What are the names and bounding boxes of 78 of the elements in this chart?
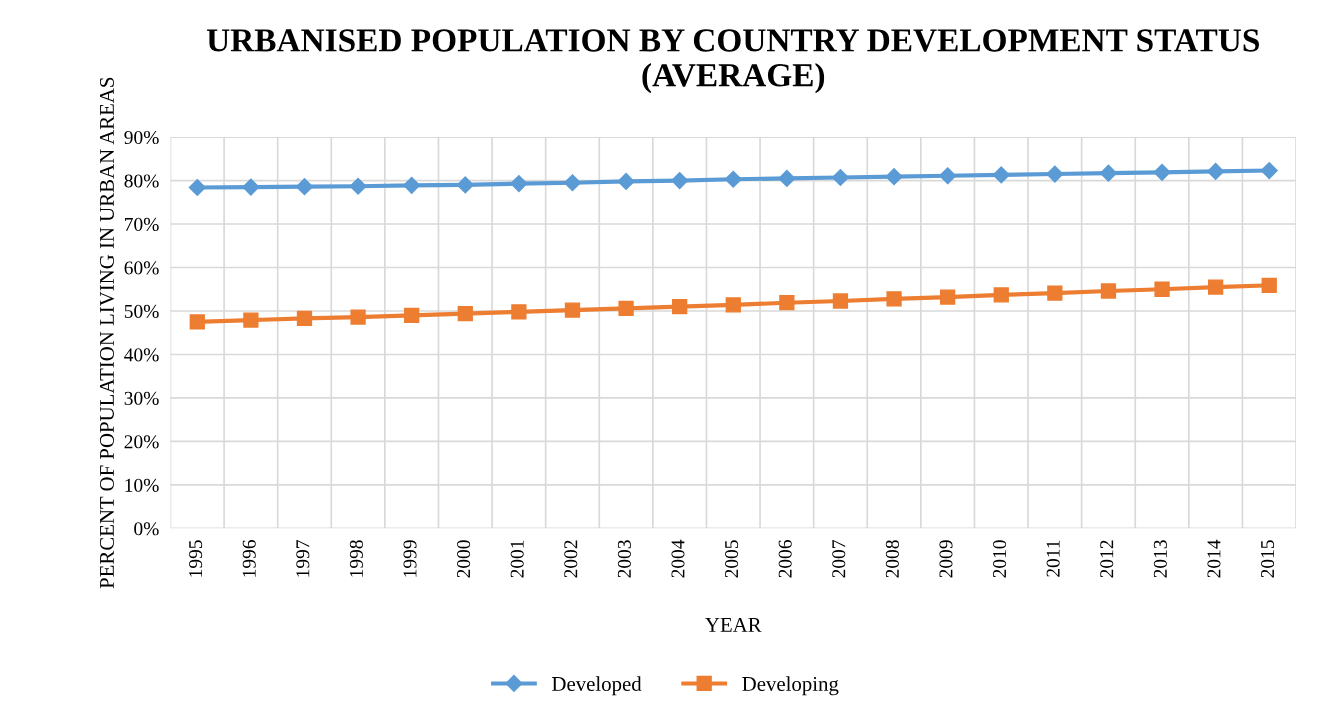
point <box>886 291 902 307</box>
point <box>778 169 796 187</box>
y-tick-label: 30% <box>124 391 159 405</box>
x-tick-label: 1995 <box>189 540 203 577</box>
chart-title: URBANISED POPULATION BY COUNTRY DEVELOPMENT STATUS (AVERAGE) <box>206 29 1259 94</box>
x-tick-label: 2000 <box>457 540 471 578</box>
point <box>1153 163 1171 181</box>
x-tick-label: 2015 <box>1260 540 1275 578</box>
point <box>349 177 367 195</box>
point <box>832 293 849 309</box>
point <box>779 295 795 311</box>
x-tick-label: 2010 <box>993 540 1007 578</box>
point <box>1100 283 1117 299</box>
y-tick-label: 60% <box>124 261 159 275</box>
point <box>1208 279 1224 295</box>
point <box>1046 165 1064 183</box>
y-tick-label: 40% <box>124 348 159 362</box>
point <box>563 174 582 192</box>
point <box>940 289 956 305</box>
point <box>350 309 366 325</box>
point <box>564 302 581 318</box>
point <box>831 168 850 187</box>
x-tick-label: 2003 <box>617 540 631 578</box>
y-tick-label: 80% <box>124 174 159 188</box>
x-tick-label: 2007 <box>832 540 846 578</box>
point <box>189 314 205 330</box>
point <box>457 305 473 322</box>
x-axis-title: YEAR <box>705 617 762 632</box>
y-tick-label: 50% <box>124 304 159 318</box>
point <box>404 307 420 323</box>
point <box>456 176 474 194</box>
point <box>671 172 689 190</box>
x-tick-label: 2009 <box>939 540 953 578</box>
point <box>992 166 1010 184</box>
x-tick-label: 2001 <box>510 540 524 578</box>
point <box>1207 162 1225 180</box>
point <box>617 172 635 190</box>
x-tick-label: 1996 <box>242 540 256 577</box>
point <box>724 170 742 188</box>
point <box>403 176 421 194</box>
x-tick-label: 2011 <box>1046 540 1060 577</box>
point <box>295 178 314 196</box>
point <box>672 298 688 315</box>
x-tick-label: 1998 <box>349 540 363 577</box>
point <box>725 297 741 313</box>
y-tick-label: 70% <box>125 217 159 232</box>
y-tick-label: 20% <box>124 435 159 449</box>
legend-label: Developed <box>552 676 642 696</box>
x-tick-label: 1999 <box>403 540 417 577</box>
point <box>188 178 206 197</box>
legend-label: Developing <box>742 676 839 696</box>
point <box>296 310 313 327</box>
x-tick-label: 2012 <box>1100 540 1114 578</box>
y-tick-label: 10% <box>125 478 159 492</box>
x-tick-label: 1997 <box>296 540 310 577</box>
point <box>939 167 957 185</box>
point <box>1260 162 1278 180</box>
x-tick-label: 2008 <box>885 540 899 578</box>
x-tick-label: 2005 <box>725 540 739 578</box>
point <box>1261 277 1277 293</box>
point <box>618 300 634 317</box>
point <box>993 287 1009 303</box>
point <box>242 178 260 196</box>
point <box>1154 281 1170 297</box>
point <box>885 168 903 186</box>
point <box>1047 285 1063 301</box>
point <box>243 312 259 328</box>
x-tick-label: 2004 <box>671 539 685 578</box>
y-tick-label: 0% <box>134 522 159 536</box>
point <box>510 175 528 193</box>
point <box>511 304 527 320</box>
y-tick-label: 90% <box>124 130 159 145</box>
y-axis-title: PERCENT OF POPULATION LIVING IN URBAN AREAS <box>99 77 115 589</box>
x-tick-label: 2006 <box>778 540 792 578</box>
point <box>1099 164 1117 182</box>
x-tick-label: 2014 <box>1207 539 1221 578</box>
x-tick-label: 2013 <box>1153 540 1167 578</box>
x-tick-label: 2002 <box>564 540 578 578</box>
